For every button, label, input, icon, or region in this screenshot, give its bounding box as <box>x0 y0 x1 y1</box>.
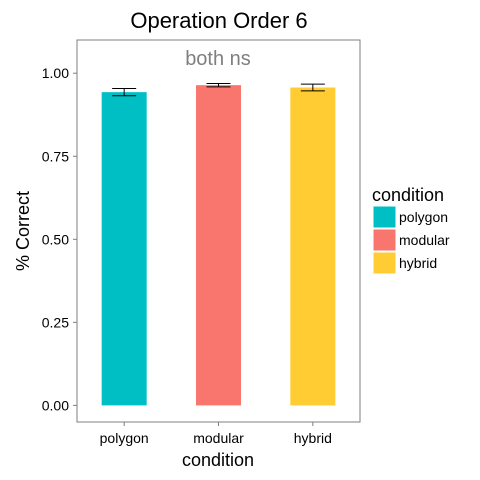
bar-hybrid <box>290 87 336 406</box>
legend: condition polygon modular hybrid <box>372 185 450 275</box>
y-axis: 0.00 0.25 0.50 0.75 1.00 <box>42 65 77 413</box>
y-axis-title: % Correct <box>13 191 33 271</box>
legend-items: polygon modular hybrid <box>372 205 450 275</box>
y-tick-label: 0.75 <box>42 148 69 164</box>
chart-annotation: both ns <box>185 48 251 70</box>
legend-label-polygon: polygon <box>399 209 448 225</box>
bar-modular <box>196 85 241 406</box>
bar-polygon <box>101 92 147 406</box>
legend-label-modular: modular <box>399 232 450 248</box>
y-tick-label: 0.25 <box>42 314 69 330</box>
bars-layer <box>101 85 336 406</box>
legend-swatch-polygon <box>372 205 397 229</box>
legend-label-hybrid: hybrid <box>399 255 437 271</box>
x-axis: polygon modular hybrid <box>100 422 332 446</box>
legend-title: condition <box>372 185 444 205</box>
legend-swatch-modular <box>372 228 397 252</box>
errorbars-layer <box>112 83 325 97</box>
error-bar-hybrid <box>300 83 325 92</box>
y-tick-label: 0.50 <box>42 231 69 247</box>
chart-title: Operation Order 6 <box>130 8 307 33</box>
x-tick-label: polygon <box>100 430 149 446</box>
error-bar-modular <box>206 83 231 88</box>
x-tick-label: hybrid <box>294 430 332 446</box>
legend-swatch-hybrid <box>372 251 397 275</box>
y-tick-label: 0.00 <box>42 397 69 413</box>
error-bar-polygon <box>112 87 137 97</box>
y-tick-label: 1.00 <box>42 65 69 81</box>
x-axis-title: condition <box>182 450 254 470</box>
x-tick-label: modular <box>193 430 244 446</box>
